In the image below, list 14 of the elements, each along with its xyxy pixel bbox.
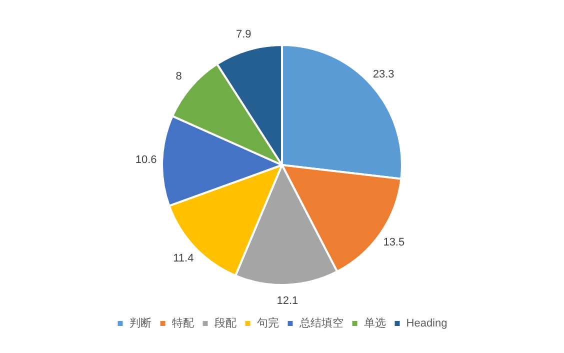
legend-label: 特配 — [172, 318, 194, 330]
data-label: 11.4 — [173, 252, 194, 265]
legend-label: Heading — [406, 318, 448, 330]
data-label: 8 — [176, 70, 182, 82]
legend-label: 句完 — [256, 316, 279, 330]
data-label: 23.3 — [372, 68, 394, 81]
legend-label: 判断 — [129, 316, 152, 330]
legend-label: 段配 — [214, 318, 236, 330]
legend-label: 总结填空 — [298, 316, 344, 330]
data-label: 7.9 — [236, 28, 252, 41]
data-label: 13.5 — [383, 236, 405, 248]
data-label: 12.1 — [276, 294, 298, 307]
data-label: 10.6 — [135, 154, 157, 166]
legend-label: 单选 — [364, 316, 386, 330]
